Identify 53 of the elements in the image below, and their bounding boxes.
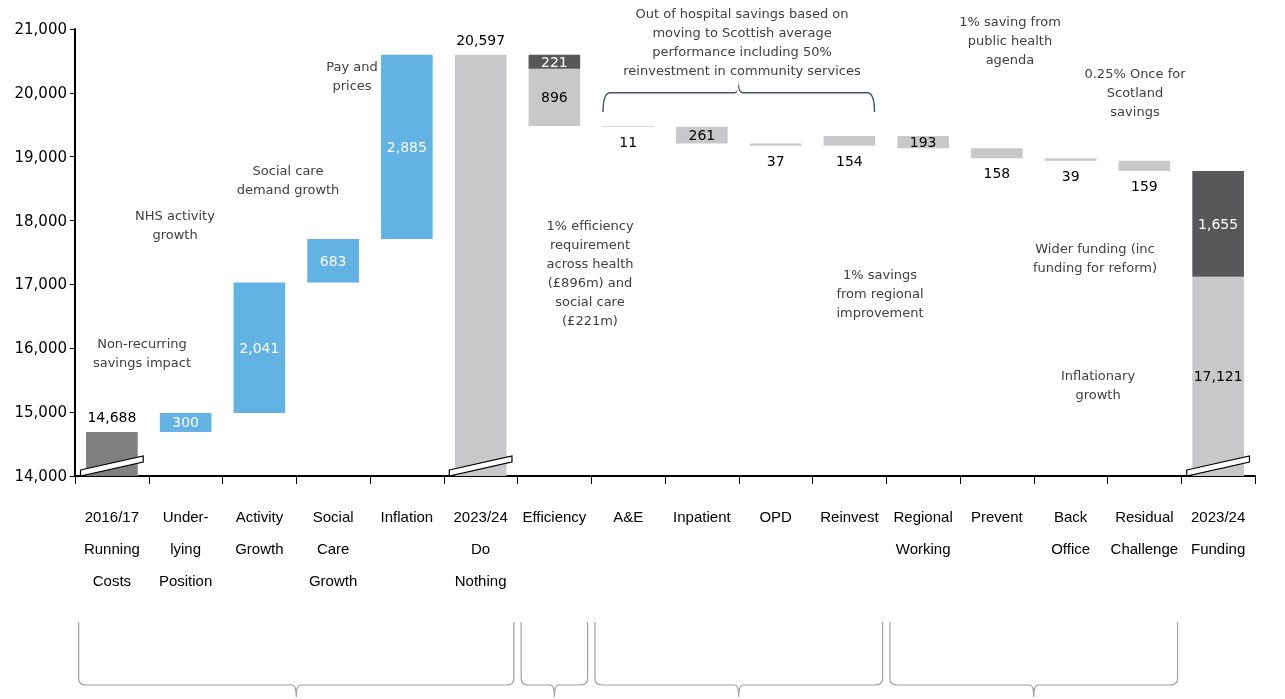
annotation: Wider funding (inc funding for reform): [1033, 241, 1157, 275]
data-label: 193: [909, 134, 937, 151]
data-label: 159: [1131, 178, 1158, 195]
annotation: NHS activity growth: [135, 208, 216, 242]
annotation: Out of hospital savings based on moving to Scottish average performance including 50% reinvestment in community services: [623, 6, 861, 78]
annotation: Social care demand growth: [236, 163, 340, 197]
y-tick-label: 18,000: [14, 211, 67, 230]
data-label: 11: [619, 133, 638, 150]
x-tick-label: Residual Challenge: [1110, 507, 1179, 557]
data-label: 158: [983, 165, 1011, 182]
data-label: 221: [541, 53, 568, 70]
annotation: 0.25% Once for Scotland savings: [1084, 65, 1187, 119]
annotation: 1% saving from public health agenda: [959, 13, 1061, 67]
x-tick-label: OPD: [759, 507, 793, 525]
x-tick-label: Regional Working: [893, 507, 953, 557]
x-tick-label: Activity Growth: [235, 507, 284, 557]
y-tick-label: 20,000: [14, 83, 67, 102]
data-label: 2,041: [239, 339, 280, 356]
x-tick-label: Prevent: [971, 507, 1024, 525]
data-label: 39: [1061, 167, 1080, 184]
x-tick-label: Social Care Growth: [308, 507, 358, 589]
x-tick-label: A&E: [613, 507, 644, 525]
x-tick-label: Efficiency: [522, 507, 587, 525]
data-label: 683: [319, 252, 347, 269]
annotation: 1% savings from regional improvement: [836, 266, 924, 320]
y-tick-label: 14,000: [14, 467, 67, 485]
x-tick-label: 2023/24 Funding: [1191, 507, 1246, 557]
data-label: 896: [541, 89, 568, 106]
annotation: Inflationary growth: [1060, 368, 1136, 402]
data-label: 261: [688, 127, 716, 144]
annotation: Pay and prices: [326, 59, 378, 93]
x-tick-label: 2023/24 Do Nothing: [453, 507, 508, 589]
data-label: 154: [836, 152, 863, 169]
data-label: 1,655: [1198, 215, 1239, 232]
data-label: 20,597: [456, 31, 506, 48]
data-label: 2,885: [386, 138, 427, 155]
y-tick-label: 16,000: [14, 339, 67, 358]
data-label: 300: [172, 414, 199, 431]
x-tick-label: 2016/17 Running Costs: [83, 507, 140, 589]
y-tick-label: 21,000: [14, 20, 67, 38]
y-tick-label: 15,000: [14, 403, 67, 422]
x-tick-label: Inflation: [380, 507, 434, 525]
data-label: 14,688: [87, 409, 137, 426]
x-tick-label: Back Office: [1051, 507, 1091, 557]
annotation: Non-recurring savings impact: [92, 336, 192, 370]
annotation: 1% efficiency requirement across health (£896m) and social care (£221m): [546, 218, 634, 328]
y-tick-label: 17,000: [14, 275, 67, 294]
x-tick-label: Under- lying Position: [158, 507, 213, 589]
x-tick-label: Inpatient: [673, 507, 732, 525]
data-label: 17,121: [1193, 368, 1243, 385]
x-tick-label: Reinvest: [820, 507, 880, 525]
data-label: 37: [766, 152, 785, 169]
y-tick-label: 19,000: [14, 147, 67, 166]
